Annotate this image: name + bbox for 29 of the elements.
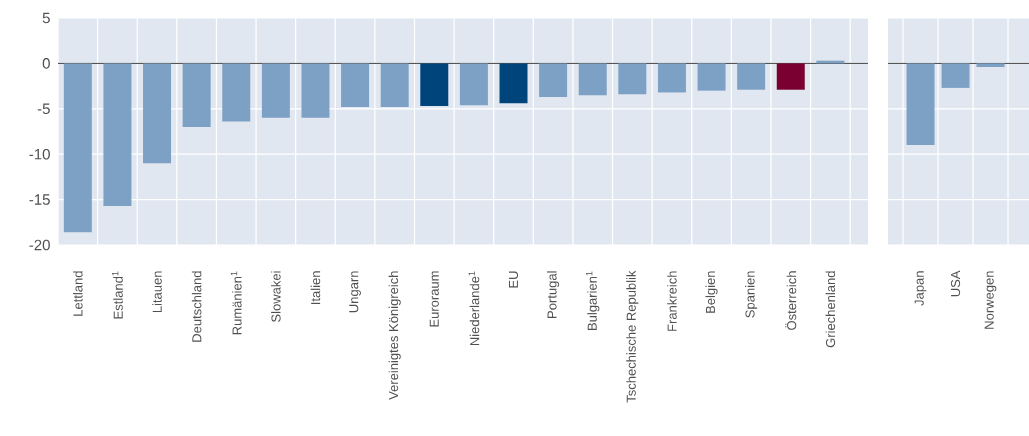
x-tick-label: Vereinigtes Königreich — [388, 271, 401, 400]
y-tick-label: 5 — [42, 12, 50, 24]
x-tick-label: Portugal — [547, 271, 560, 318]
x-tick-label: Slowakei — [271, 271, 281, 322]
x-tick-label: Euroraum — [429, 271, 439, 327]
x-tick-label: Italien — [310, 271, 321, 304]
x-tick-label: Estland$^{1}$ — [112, 271, 123, 319]
x-tick-label: Lettland — [73, 271, 83, 316]
x-tick-label: Frankreich — [667, 271, 677, 331]
y-tick-label: 0 — [42, 58, 50, 69]
x-tick-label: Bulgarien$^{1}$ — [586, 271, 600, 330]
x-tick-label: Österreich — [785, 271, 797, 330]
x-tick-label: EU — [508, 271, 519, 288]
y-tick-label: -15 — [29, 194, 50, 205]
x-tick-label: Ungarn — [349, 271, 361, 313]
x-tick-label: Niederlande$^{1}$ — [468, 271, 480, 346]
x-tick-label: Spanien — [745, 271, 758, 318]
y-tick-label: -10 — [29, 148, 50, 160]
x-tick-label: Deutschland — [191, 271, 202, 342]
y-tick-label: -5 — [37, 103, 50, 115]
x-tick-label: Tschechische Republik — [626, 270, 639, 403]
x-tick-label: Japan — [914, 271, 927, 306]
x-tick-label: USA — [950, 270, 961, 297]
x-tick-label: Rumänien$^{1}$ — [230, 271, 242, 335]
x-tick-label: Griechenland — [825, 271, 836, 348]
y-tick-label: -20 — [29, 239, 50, 251]
x-tick-label: Norwegen — [984, 271, 997, 329]
x-tick-label: Litauen — [152, 271, 162, 313]
x-tick-label: Belgien — [705, 271, 718, 313]
